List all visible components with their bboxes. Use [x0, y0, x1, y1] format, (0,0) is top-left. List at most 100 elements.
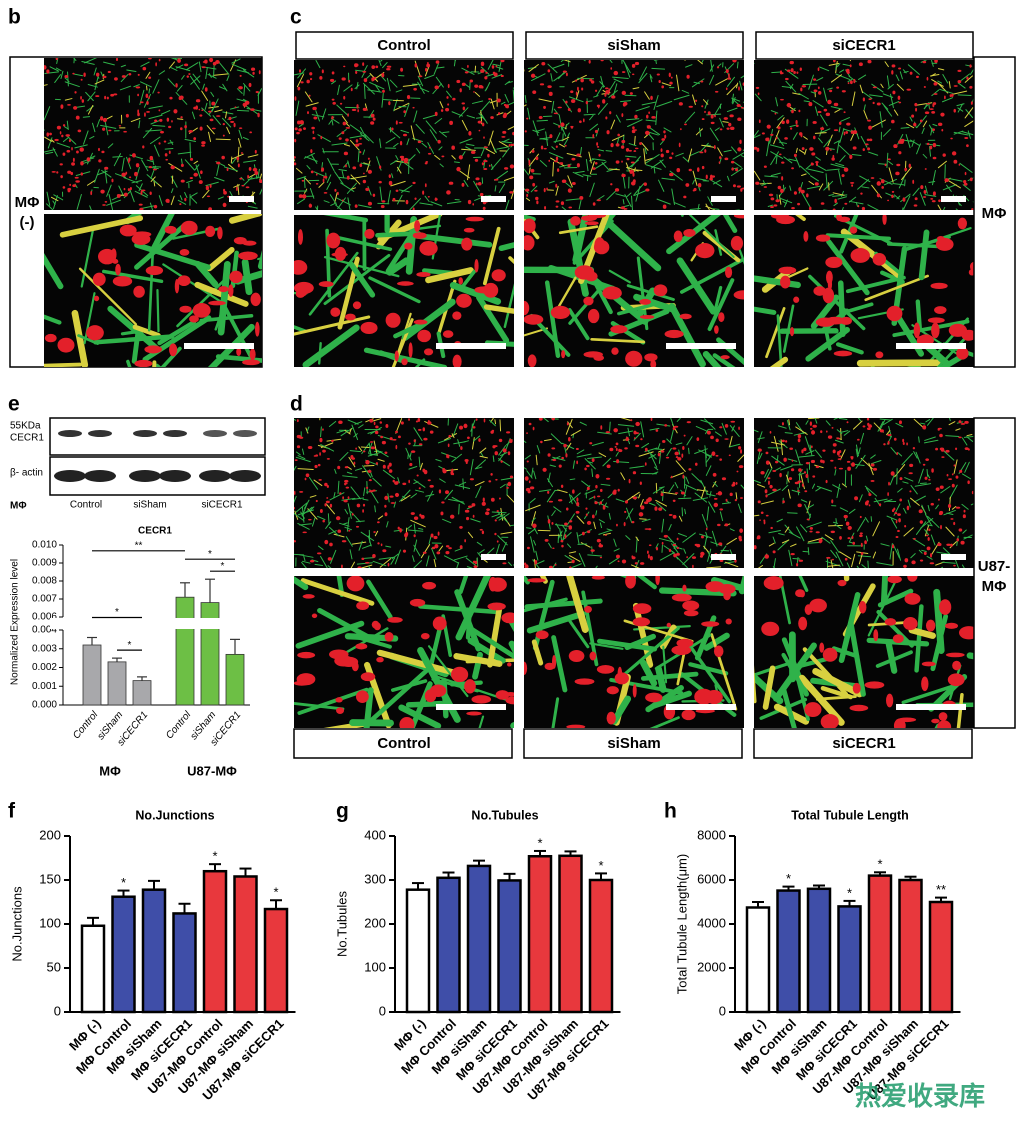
- cell: [757, 148, 760, 152]
- cell: [575, 265, 595, 279]
- cell: [576, 92, 578, 96]
- cell: [510, 164, 514, 168]
- cell: [826, 430, 828, 432]
- cell: [184, 125, 187, 128]
- cell: [305, 478, 307, 481]
- cell: [423, 438, 427, 441]
- cell: [120, 225, 137, 237]
- cell: [387, 617, 403, 623]
- cell: [352, 166, 356, 169]
- y-tick-label: 400: [364, 827, 386, 842]
- cell: [851, 184, 853, 187]
- cell: [823, 288, 834, 304]
- cell: [340, 103, 342, 105]
- cell: [902, 439, 904, 443]
- cell: [616, 524, 618, 527]
- cell: [920, 120, 923, 123]
- cell: [701, 621, 719, 627]
- bar: [174, 913, 196, 1012]
- cell: [193, 173, 198, 177]
- cell: [308, 446, 313, 449]
- cell: [708, 111, 711, 115]
- cell: [359, 163, 362, 167]
- cell: [64, 75, 68, 78]
- cell: [179, 95, 183, 99]
- cell: [851, 456, 854, 459]
- cell: [326, 233, 340, 249]
- cell: [313, 131, 315, 134]
- bar: [590, 880, 612, 1012]
- cell: [859, 601, 864, 608]
- cell: [958, 80, 962, 83]
- cell: [342, 496, 344, 499]
- cell: [956, 507, 960, 509]
- cell: [395, 445, 397, 449]
- cell: [405, 532, 408, 536]
- cell: [662, 440, 665, 443]
- cell: [733, 482, 736, 487]
- cell: [648, 111, 650, 114]
- cell: [887, 306, 903, 321]
- cell: [775, 199, 779, 202]
- cell: [130, 187, 132, 190]
- cell: [948, 478, 952, 480]
- cell: [565, 534, 567, 539]
- cell: [800, 592, 805, 598]
- cell: [679, 143, 681, 148]
- cell: [556, 146, 558, 148]
- cell: [635, 62, 639, 65]
- cell: [951, 94, 953, 97]
- vessel: [443, 132, 449, 133]
- cell: [449, 121, 453, 125]
- cell: [730, 421, 735, 423]
- cell: [294, 139, 296, 143]
- cell: [393, 439, 397, 441]
- cell: [146, 94, 149, 98]
- cell: [616, 143, 620, 146]
- cell: [241, 185, 244, 187]
- bar: [235, 876, 257, 1012]
- cell: [633, 497, 638, 500]
- cell: [483, 136, 485, 138]
- cell: [403, 134, 407, 137]
- cell: [798, 434, 801, 438]
- cell: [492, 430, 495, 432]
- cell: [382, 549, 386, 552]
- cell: [899, 420, 902, 424]
- cell: [179, 203, 181, 205]
- cell: [331, 116, 333, 119]
- cell: [387, 465, 389, 469]
- cell: [459, 155, 463, 159]
- cell: [782, 500, 785, 503]
- cell: [597, 665, 614, 674]
- cell: [80, 161, 84, 165]
- cell: [357, 504, 361, 508]
- vessel: [785, 433, 792, 434]
- cell: [525, 130, 527, 132]
- cell: [682, 710, 696, 720]
- vessel: [175, 58, 182, 59]
- cell: [776, 137, 778, 140]
- y-tick-label: 200: [39, 827, 61, 842]
- cell: [389, 174, 391, 178]
- cell: [138, 74, 140, 76]
- cell: [740, 497, 743, 499]
- cell: [396, 190, 399, 192]
- cell: [493, 72, 496, 75]
- cell: [339, 492, 341, 494]
- cell: [787, 70, 791, 72]
- cell: [471, 151, 476, 154]
- cell: [931, 468, 934, 472]
- cell: [770, 431, 772, 434]
- cell: [671, 476, 673, 479]
- cell: [98, 148, 100, 151]
- cell: [187, 75, 189, 77]
- cell: [221, 156, 225, 160]
- cell: [509, 144, 511, 147]
- vessel: [500, 420, 501, 431]
- cell: [674, 452, 678, 456]
- cell: [873, 253, 886, 266]
- cell: [408, 480, 410, 483]
- cell: [795, 120, 797, 124]
- cell: [81, 79, 83, 81]
